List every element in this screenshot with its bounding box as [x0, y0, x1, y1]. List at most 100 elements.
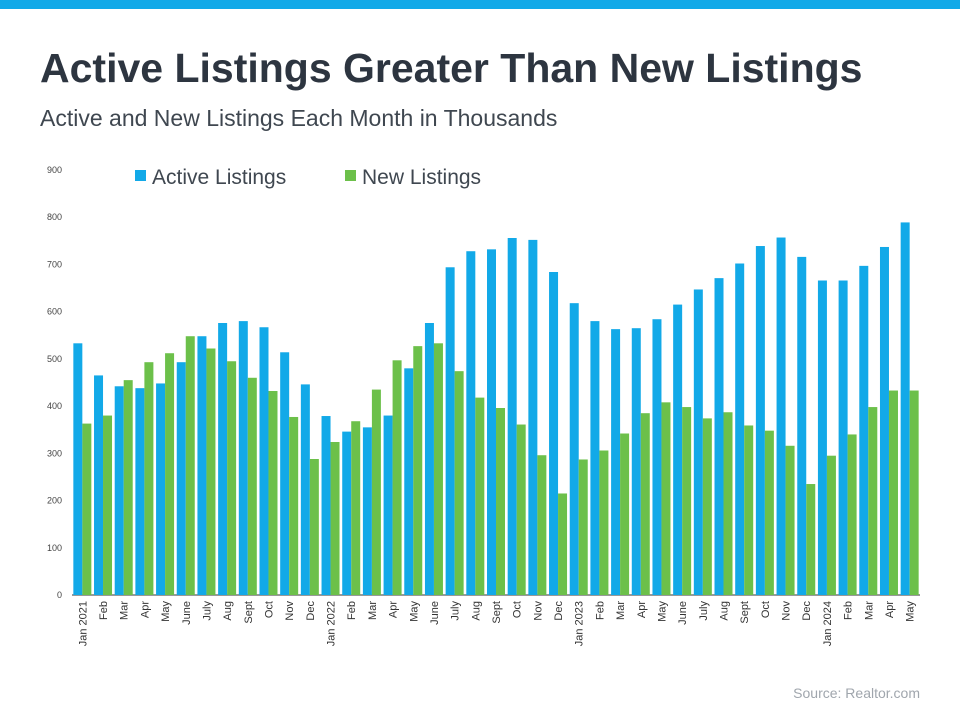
bar: [185, 336, 195, 595]
y-tick-label: 300: [47, 448, 62, 458]
x-tick-label: Jan 2021: [77, 601, 89, 646]
x-tick-label: Apr: [884, 601, 896, 618]
bar: [309, 459, 319, 595]
bar: [859, 265, 869, 595]
bar: [466, 251, 476, 595]
x-tick-label: Aug: [470, 601, 482, 621]
bar: [238, 321, 248, 595]
x-tick-label: Nov: [284, 601, 296, 621]
bar: [454, 371, 464, 595]
x-tick-label: Jan 2024: [822, 601, 834, 646]
bar: [487, 249, 496, 596]
x-tick-label: Oct: [512, 601, 524, 618]
bar: [206, 348, 216, 595]
bar: [693, 289, 703, 595]
x-tick-label: June: [181, 601, 193, 625]
bar: [94, 375, 104, 595]
x-tick-label: Sept: [739, 601, 751, 624]
bar: [879, 246, 889, 595]
bar: [764, 430, 774, 595]
legend-swatch: [135, 170, 146, 181]
bar: [909, 390, 919, 595]
x-tick-label: Jan 2022: [326, 601, 338, 646]
x-tick-label: Sept: [491, 601, 503, 624]
bar: [144, 362, 154, 595]
x-tick-label: Jan 2023: [574, 601, 586, 646]
x-tick-label: Oct: [760, 601, 772, 618]
bar: [268, 391, 278, 595]
bar: [413, 346, 423, 595]
legend-swatch: [345, 170, 356, 181]
x-tick-label: Mar: [367, 601, 379, 620]
bar: [549, 272, 559, 595]
y-tick-label: 600: [47, 307, 62, 317]
bar: [744, 425, 754, 595]
bar: [135, 388, 145, 595]
bar: [723, 412, 733, 595]
bar: [611, 329, 621, 595]
bar: [776, 237, 786, 595]
x-tick-label: Feb: [843, 601, 855, 620]
bar: [259, 327, 269, 595]
bar: [516, 424, 526, 595]
bar: [280, 352, 290, 595]
bar: [507, 238, 517, 595]
bar: [404, 368, 414, 595]
bar: [569, 303, 579, 595]
bar: [445, 267, 455, 595]
bar: [123, 380, 133, 595]
y-tick-label: 800: [47, 212, 62, 222]
x-tick-label: Feb: [346, 601, 358, 620]
bar: [351, 421, 361, 595]
bar: [682, 407, 692, 595]
chart-subtitle: Active and New Listings Each Month in Th…: [40, 105, 557, 131]
bar: [620, 433, 630, 595]
bar: [321, 416, 331, 595]
x-tick-label: May: [656, 601, 668, 622]
x-tick-label: Mar: [863, 601, 875, 620]
bar: [661, 402, 671, 595]
bar: [847, 434, 857, 595]
y-tick-label: 0: [57, 590, 62, 600]
bar: [227, 361, 237, 595]
bar: [197, 336, 207, 595]
bar: [590, 321, 600, 595]
x-tick-label: June: [677, 601, 689, 625]
bar: [156, 383, 166, 595]
bar: [528, 239, 538, 595]
bar: [218, 323, 228, 595]
bar: [578, 459, 588, 595]
bar: [289, 416, 299, 595]
y-tick-label: 500: [47, 354, 62, 364]
bar: [433, 343, 443, 595]
x-tick-label: July: [201, 601, 213, 621]
bar: [558, 493, 568, 595]
bar: [735, 263, 745, 595]
bar: [652, 319, 662, 595]
x-tick-label: Aug: [222, 601, 234, 621]
x-tick-label: Mar: [119, 601, 131, 620]
x-tick-label: Feb: [594, 601, 606, 620]
y-tick-label: 900: [47, 165, 62, 175]
bar: [496, 408, 505, 595]
x-tick-label: July: [698, 601, 710, 621]
x-tick-label: Dec: [305, 601, 317, 621]
x-tick-label: Aug: [719, 601, 731, 621]
bar: [631, 328, 641, 595]
x-tick-label: Oct: [263, 601, 275, 618]
bar: [785, 445, 795, 595]
bar: [165, 353, 175, 595]
x-tick-label: Apr: [388, 601, 400, 618]
x-tick-label: May: [905, 601, 917, 622]
x-tick-label: Apr: [636, 601, 648, 618]
x-tick-label: Nov: [781, 601, 793, 621]
bar: [673, 304, 683, 595]
bar: [714, 278, 724, 595]
bar: [888, 390, 898, 595]
bar: [342, 431, 352, 595]
bar: [817, 280, 827, 595]
bar: [826, 455, 836, 595]
y-tick-label: 200: [47, 496, 62, 506]
x-tick-label: June: [429, 601, 441, 625]
